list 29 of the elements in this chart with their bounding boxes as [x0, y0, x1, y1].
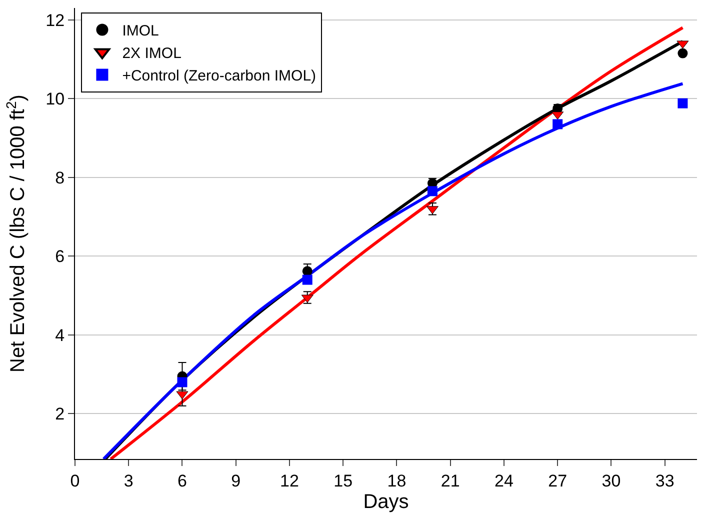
- y-tick-label: 10: [46, 90, 65, 109]
- point: [427, 186, 438, 196]
- x-tick-label: 18: [387, 471, 406, 490]
- x-tick-label: 21: [440, 471, 460, 490]
- x-tick-label: 33: [655, 471, 674, 490]
- point: [302, 266, 312, 276]
- x-axis-title: Days: [363, 490, 409, 513]
- point: [678, 98, 688, 108]
- legend-label: 2X IMOL: [122, 45, 182, 62]
- x-tick-label: 3: [124, 471, 134, 490]
- point: [302, 274, 312, 285]
- point: [552, 119, 563, 130]
- legend-label: IMOL: [122, 22, 159, 40]
- x-tick-label: 12: [280, 471, 299, 490]
- x-tick-label: 24: [494, 471, 514, 490]
- x-tick-label: 30: [602, 471, 621, 490]
- x-tick-label: 0: [70, 471, 80, 490]
- point: [678, 48, 688, 58]
- x-tick-label: 27: [548, 471, 568, 490]
- y-tick-label: 4: [55, 326, 65, 345]
- y-tick-label: 2: [55, 404, 65, 424]
- y-tick-label: 6: [55, 247, 65, 266]
- legend-label: +Control (Zero-carbon IMOL): [122, 68, 316, 85]
- y-tick-label: 12: [46, 10, 65, 30]
- x-tick-label: 9: [231, 471, 241, 490]
- x-tick-label: 6: [178, 471, 187, 490]
- x-tick-label: 15: [334, 471, 353, 490]
- point: [177, 377, 188, 388]
- y-tick-label: 8: [55, 168, 65, 188]
